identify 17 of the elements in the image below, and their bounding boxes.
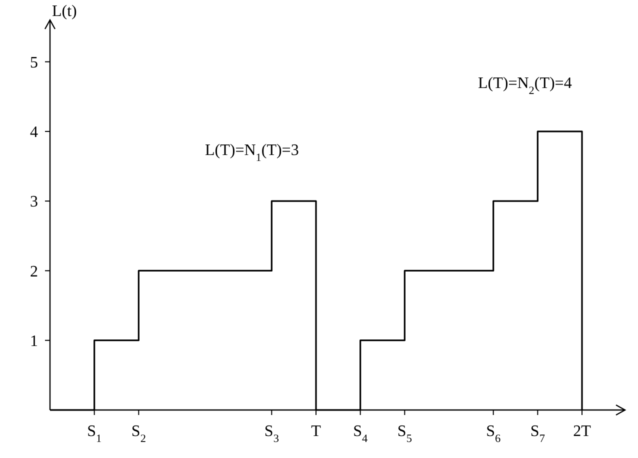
x-tick-label: S$_{1}$ [87,423,102,445]
y-tick-label: 3 [30,194,38,211]
y-tick-label: 1 [30,332,38,350]
y-axis-title: L(t) [52,3,77,20]
x-tick-label: S$_{5}$ [397,423,412,445]
x-tick-label: T [311,423,322,440]
x-tick-label: S$_{2}$ [131,423,146,445]
annotation: L(T)=N$_{2}$(T)=4 [478,75,572,97]
x-tick-label: S$_{3}$ [264,423,280,445]
x-tick-label: S$_{7}$ [530,423,546,445]
y-tick-label: 5 [30,54,38,72]
y-tick-label: 2 [30,263,38,280]
x-tick-label: S$_{6}$ [486,423,501,445]
annotation: L(T)=N$_{1}$(T)=3 [205,142,299,164]
y-tick-label: 4 [30,124,38,142]
x-tick-label: 2T [573,423,592,440]
x-tick-label: S$_{4}$ [353,423,368,445]
